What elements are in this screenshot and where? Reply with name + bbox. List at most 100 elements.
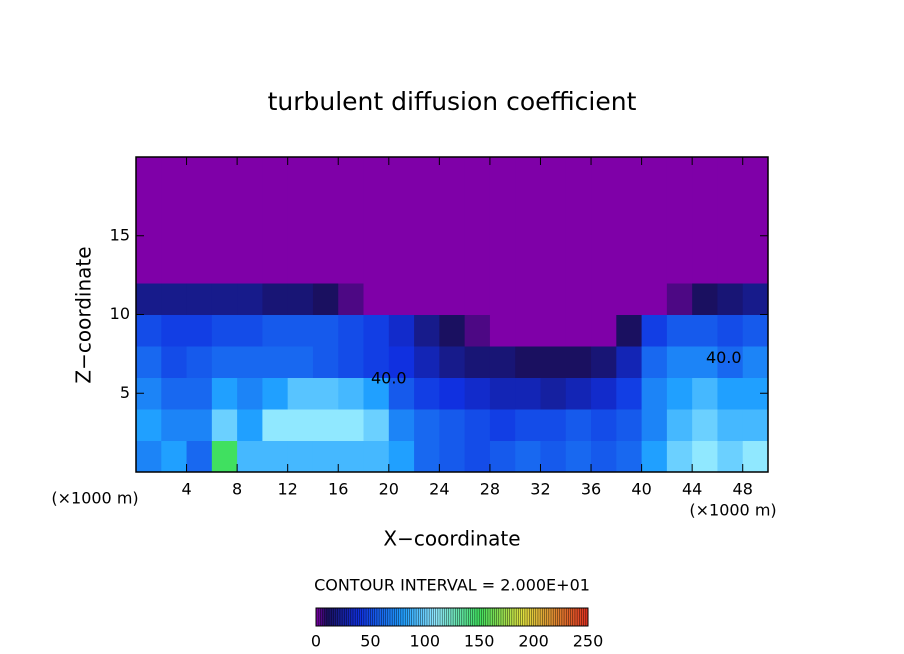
- colorbar-swatch: [494, 608, 497, 626]
- heat-cell: [565, 283, 592, 315]
- heat-cell: [186, 346, 213, 378]
- colorbar-swatch: [474, 608, 478, 626]
- heat-cell: [591, 188, 617, 221]
- heat-cell: [666, 314, 693, 347]
- heat-cell: [641, 157, 668, 189]
- colorbar-swatch: [555, 608, 558, 626]
- x-tick-label: 24: [429, 480, 449, 499]
- heat-cell: [363, 377, 390, 410]
- heat-cell: [161, 188, 188, 221]
- x-tick-label: 44: [682, 480, 702, 499]
- heat-cell: [211, 346, 238, 378]
- colorbar-swatch: [420, 608, 423, 626]
- heat-cell: [666, 409, 693, 441]
- colorbar-swatch: [520, 608, 524, 626]
- heat-cell: [742, 409, 769, 441]
- x-axis-label: X−coordinate: [383, 527, 520, 551]
- colorbar-swatch: [546, 608, 550, 626]
- colorbar-swatch: [431, 608, 434, 626]
- x-tick-label: 20: [379, 480, 399, 499]
- colorbar-swatch: [333, 608, 336, 626]
- heat-cell: [616, 314, 643, 347]
- heat-cell: [414, 409, 440, 441]
- colorbar-swatch: [505, 608, 508, 626]
- heat-cell: [692, 157, 718, 189]
- colorbar-swatch: [561, 608, 565, 626]
- heat-cell: [616, 377, 643, 410]
- heat-cell: [565, 346, 592, 378]
- heat-cell: [363, 157, 390, 189]
- colorbar-swatch: [424, 608, 428, 626]
- x-tick-label: 48: [733, 480, 753, 499]
- heat-cell: [161, 283, 188, 315]
- colorbar-swatch: [359, 608, 362, 626]
- heat-cell: [237, 188, 263, 221]
- colorbar-swatch: [511, 608, 515, 626]
- colorbar-swatch: [583, 608, 587, 626]
- heat-cell: [666, 346, 693, 378]
- x-tick-label: 8: [232, 480, 242, 499]
- heat-cell: [692, 377, 718, 410]
- heat-cell: [262, 377, 289, 410]
- colorbar-swatch: [537, 608, 541, 626]
- heat-cell: [666, 220, 693, 252]
- heat-cell: [237, 314, 263, 347]
- colorbar-swatch: [322, 608, 326, 626]
- colorbar-swatch: [566, 608, 569, 626]
- heat-cell: [641, 251, 668, 284]
- heat-cell: [186, 283, 213, 315]
- colorbar-swatch: [366, 608, 369, 626]
- heat-cell: [515, 283, 541, 315]
- colorbar-swatch: [409, 608, 413, 626]
- x-tick-label: 36: [581, 480, 601, 499]
- heat-cell: [161, 409, 188, 441]
- heat-cell: [414, 188, 440, 221]
- colorbar-swatch: [394, 608, 397, 626]
- heat-cell: [312, 251, 339, 284]
- heat-cell: [565, 314, 592, 347]
- heat-cell: [388, 440, 415, 473]
- colorbar-swatch: [433, 608, 436, 626]
- colorbar-swatch: [453, 608, 456, 626]
- heat-cell: [439, 157, 466, 189]
- colorbar-swatch: [483, 608, 487, 626]
- heat-cell: [540, 220, 567, 252]
- colorbar-tick-label: 200: [518, 632, 549, 651]
- colorbar-swatch: [324, 608, 328, 626]
- heat-cell: [414, 377, 440, 410]
- heat-cell: [363, 220, 390, 252]
- heat-cell: [287, 283, 314, 315]
- heat-cell: [641, 377, 668, 410]
- heat-cell: [616, 283, 643, 315]
- x-unit: (×1000 m): [51, 489, 138, 508]
- colorbar-tick-label: 250: [573, 632, 604, 651]
- heat-cell: [388, 251, 415, 284]
- heat-cell: [338, 377, 365, 410]
- heat-cell: [489, 440, 516, 473]
- colorbar-swatch: [385, 608, 389, 626]
- heat-cell: [717, 220, 744, 252]
- heat-cell: [363, 314, 390, 347]
- heat-cell: [186, 188, 213, 221]
- heat-cell: [692, 314, 718, 347]
- heat-cell: [540, 409, 567, 441]
- colorbar-swatch: [463, 608, 467, 626]
- heat-cell: [641, 440, 668, 473]
- heat-cell: [136, 440, 162, 473]
- heat-cell: [388, 346, 415, 378]
- heat-cell: [565, 157, 592, 189]
- heat-cell: [363, 409, 390, 441]
- colorbar-swatch: [361, 608, 365, 626]
- heat-cell: [161, 440, 188, 473]
- colorbar-swatch: [529, 608, 532, 626]
- colorbar-swatch: [448, 608, 452, 626]
- heat-cell: [439, 409, 466, 441]
- heat-cell: [464, 283, 491, 315]
- heat-cell: [338, 157, 365, 189]
- heat-cell: [565, 251, 592, 284]
- heat-cell: [312, 346, 339, 378]
- heat-cell: [161, 220, 188, 252]
- heat-cell: [161, 157, 188, 189]
- heat-cell: [464, 251, 491, 284]
- colorbar-swatch: [507, 608, 510, 626]
